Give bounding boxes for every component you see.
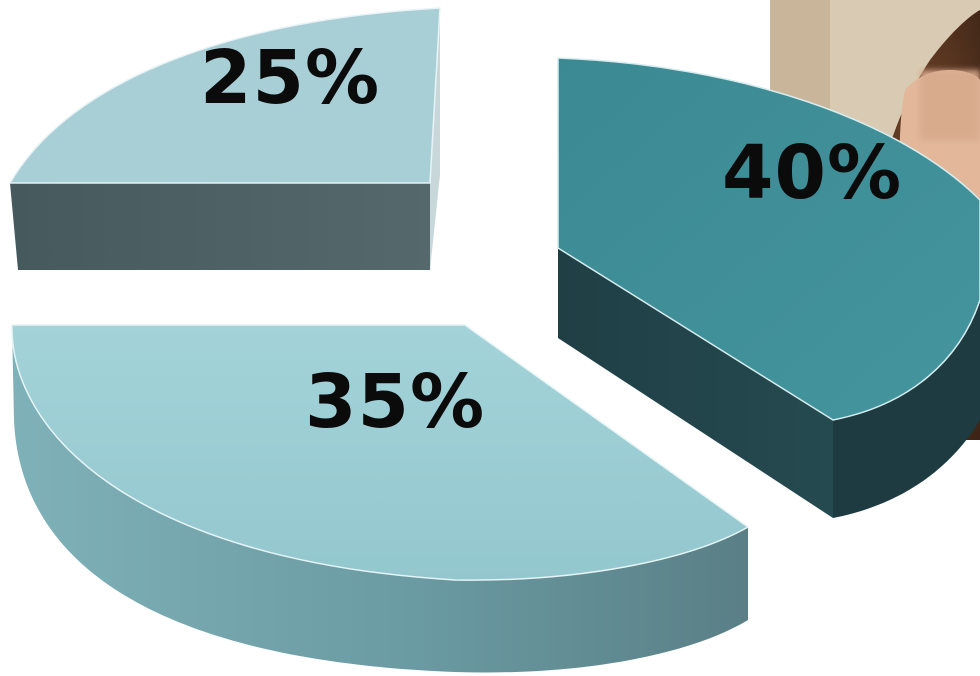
slice-label-40: 40% xyxy=(722,130,902,216)
pie-slice-40: 40% xyxy=(557,57,980,518)
slice-label-25: 25% xyxy=(200,35,380,121)
blurred-face xyxy=(920,70,980,140)
pie-slice-35: 35% xyxy=(11,324,750,673)
slice-label-35: 35% xyxy=(305,359,485,445)
pie-slice-25: 25% xyxy=(8,7,441,270)
